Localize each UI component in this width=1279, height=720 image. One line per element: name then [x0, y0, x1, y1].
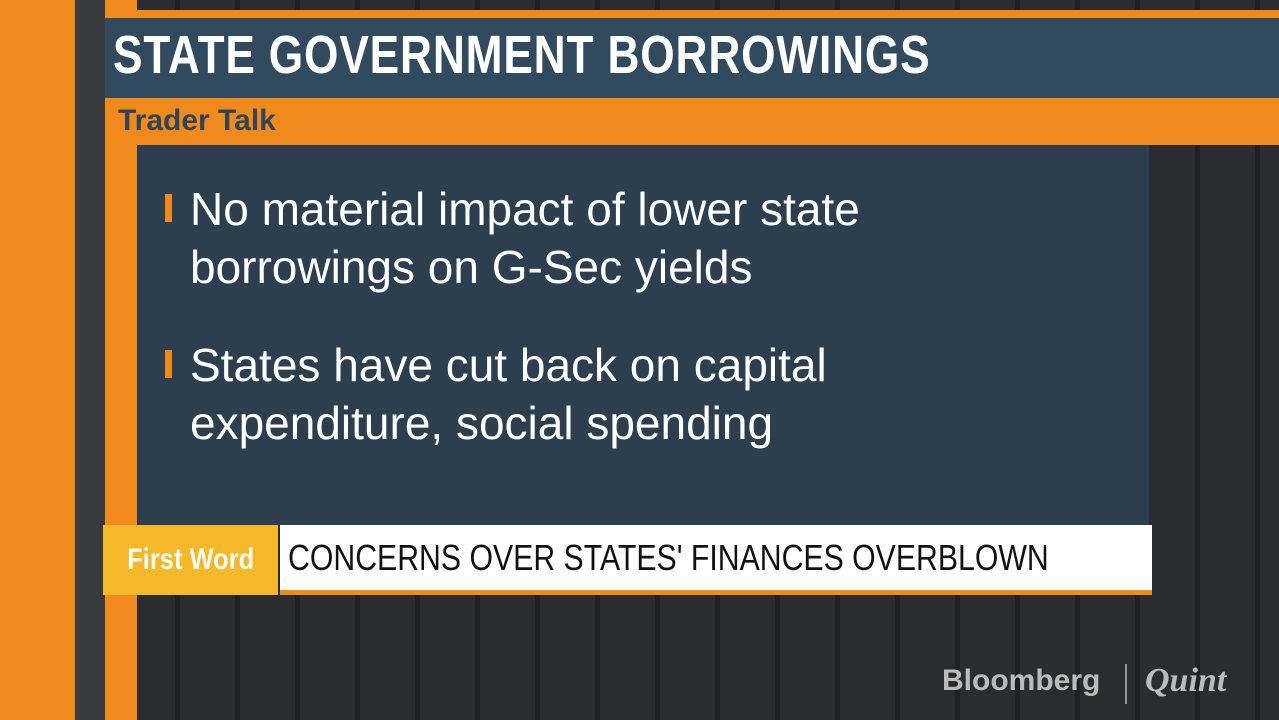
bullet-marker: [165, 194, 172, 222]
ticker-box: CONCERNS OVER STATES' FINANCES OVERBLOWN: [280, 525, 1152, 595]
ticker-tag: First Word: [126, 543, 255, 576]
bullet: No material impact of lower state borrow…: [190, 183, 860, 293]
subtitle: Trader Talk: [118, 104, 276, 137]
bullet-marker: [165, 350, 172, 378]
logo-brand: Bloomberg: [942, 664, 1101, 697]
logo-partner: Quint: [1145, 662, 1227, 699]
dark-strip: [75, 0, 105, 720]
title: STATE GOVERNMENT BORROWINGS: [113, 25, 931, 85]
ticker-headline: CONCERNS OVER STATES' FINANCES OVERBLOWN: [288, 536, 1049, 578]
content-panel: [137, 145, 1149, 525]
title-bar: [105, 18, 1279, 98]
orange-left-bar: [0, 0, 75, 720]
bullet: States have cut back on capital expendit…: [190, 339, 827, 449]
logo-divider: [1125, 664, 1127, 704]
ticker-tag-box: First Word: [103, 525, 278, 595]
